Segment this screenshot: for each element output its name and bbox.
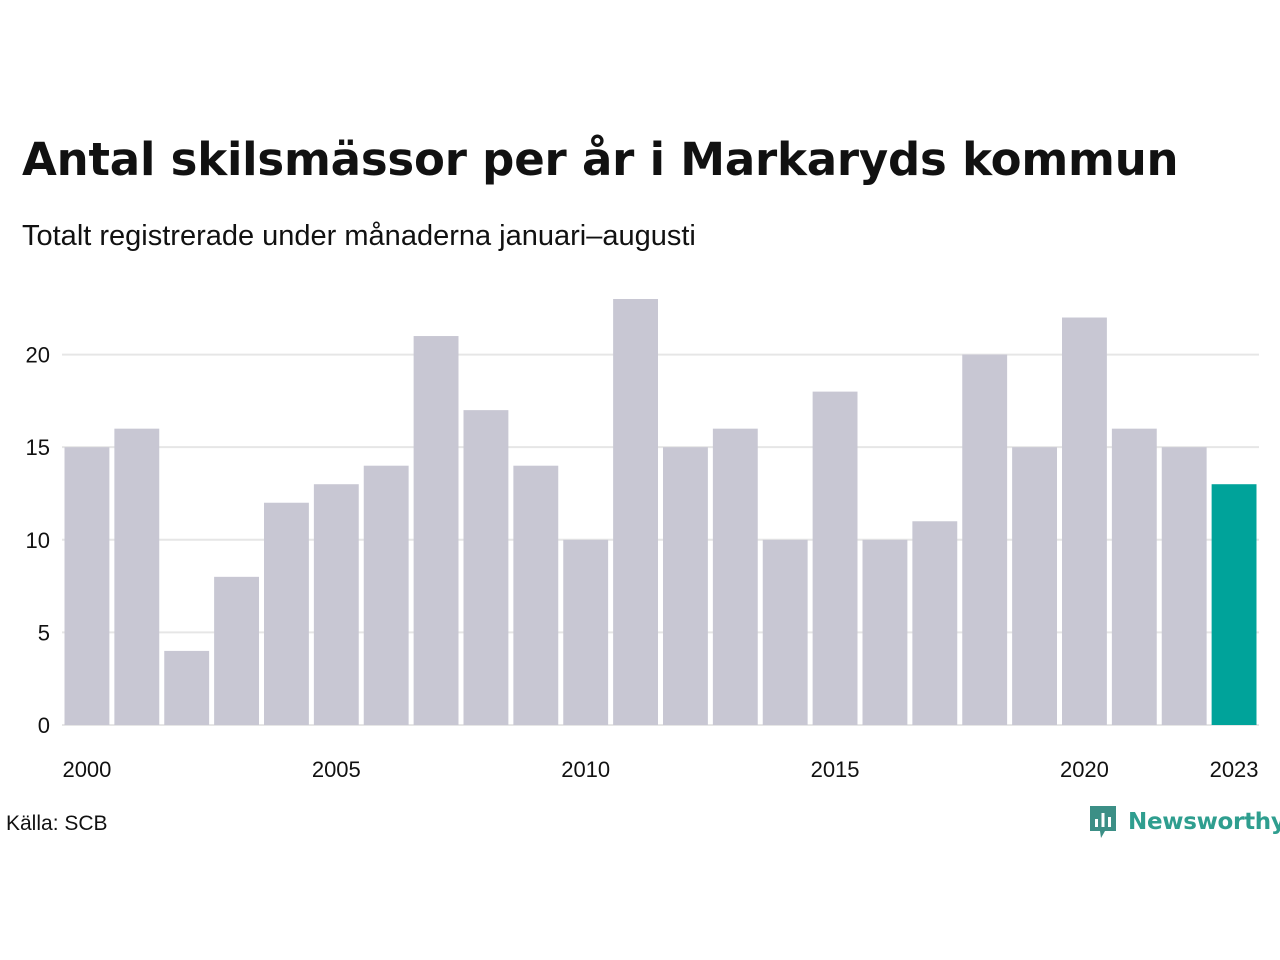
bars — [64, 299, 1257, 725]
bar-2010 — [563, 539, 609, 725]
bar-2001 — [114, 428, 160, 725]
bar-2011 — [613, 299, 658, 725]
bar-2023 — [1211, 484, 1257, 725]
bar-2022 — [1161, 447, 1207, 725]
x-tick-label-2023: 2023 — [1210, 757, 1259, 782]
x-tick-label-2005: 2005 — [312, 757, 361, 782]
bar-2015 — [812, 391, 858, 725]
y-tick-label: 15 — [26, 435, 50, 460]
y-tick-label: 0 — [38, 713, 50, 738]
y-axis-tick-labels: 0 5 10 15 20 — [26, 343, 50, 738]
newsworthy-logo-text: Newsworthy — [1128, 809, 1280, 835]
bar-2019 — [1012, 447, 1057, 725]
y-tick-label: 5 — [38, 620, 50, 645]
bar-2008 — [463, 410, 509, 725]
bar-2006 — [363, 465, 409, 725]
bar-2021 — [1111, 428, 1157, 725]
newsworthy-logo: Newsworthy — [1088, 802, 1280, 842]
bar-2004 — [264, 502, 309, 725]
newsworthy-logo-icon — [1090, 806, 1116, 838]
bar-chart: 0 5 10 15 20 2000 2005 2010 2015 2020 2023 — [26, 299, 1259, 782]
bar-2009 — [513, 465, 559, 725]
bar-2007 — [413, 336, 459, 725]
y-tick-label: 10 — [26, 528, 50, 553]
bar-2018 — [962, 354, 1008, 725]
x-tick-label-2010: 2010 — [561, 757, 610, 782]
x-tick-label-2015: 2015 — [811, 757, 860, 782]
source-note: Källa: SCB — [6, 812, 108, 835]
chart-subtitle: Totalt registrerade under månaderna janu… — [22, 220, 696, 252]
bar-2005 — [313, 484, 359, 725]
chart-title: Antal skilsmässor per år i Markaryds kom… — [22, 133, 1179, 186]
bar-2013 — [712, 428, 758, 725]
bar-2012 — [663, 447, 708, 725]
x-tick-label-2000: 2000 — [62, 757, 111, 782]
bar-2014 — [762, 539, 808, 725]
bar-2017 — [912, 521, 958, 725]
x-axis-tick-labels: 2000 2005 2010 2015 2020 2023 — [62, 757, 1258, 782]
y-tick-label: 20 — [26, 343, 50, 368]
bar-2002 — [164, 650, 210, 725]
bar-2020 — [1062, 317, 1107, 725]
bar-2016 — [862, 539, 908, 725]
bar-2000 — [64, 447, 110, 725]
gridlines — [62, 353, 1259, 726]
x-tick-label-2020: 2020 — [1060, 757, 1109, 782]
bar-2003 — [214, 576, 259, 725]
